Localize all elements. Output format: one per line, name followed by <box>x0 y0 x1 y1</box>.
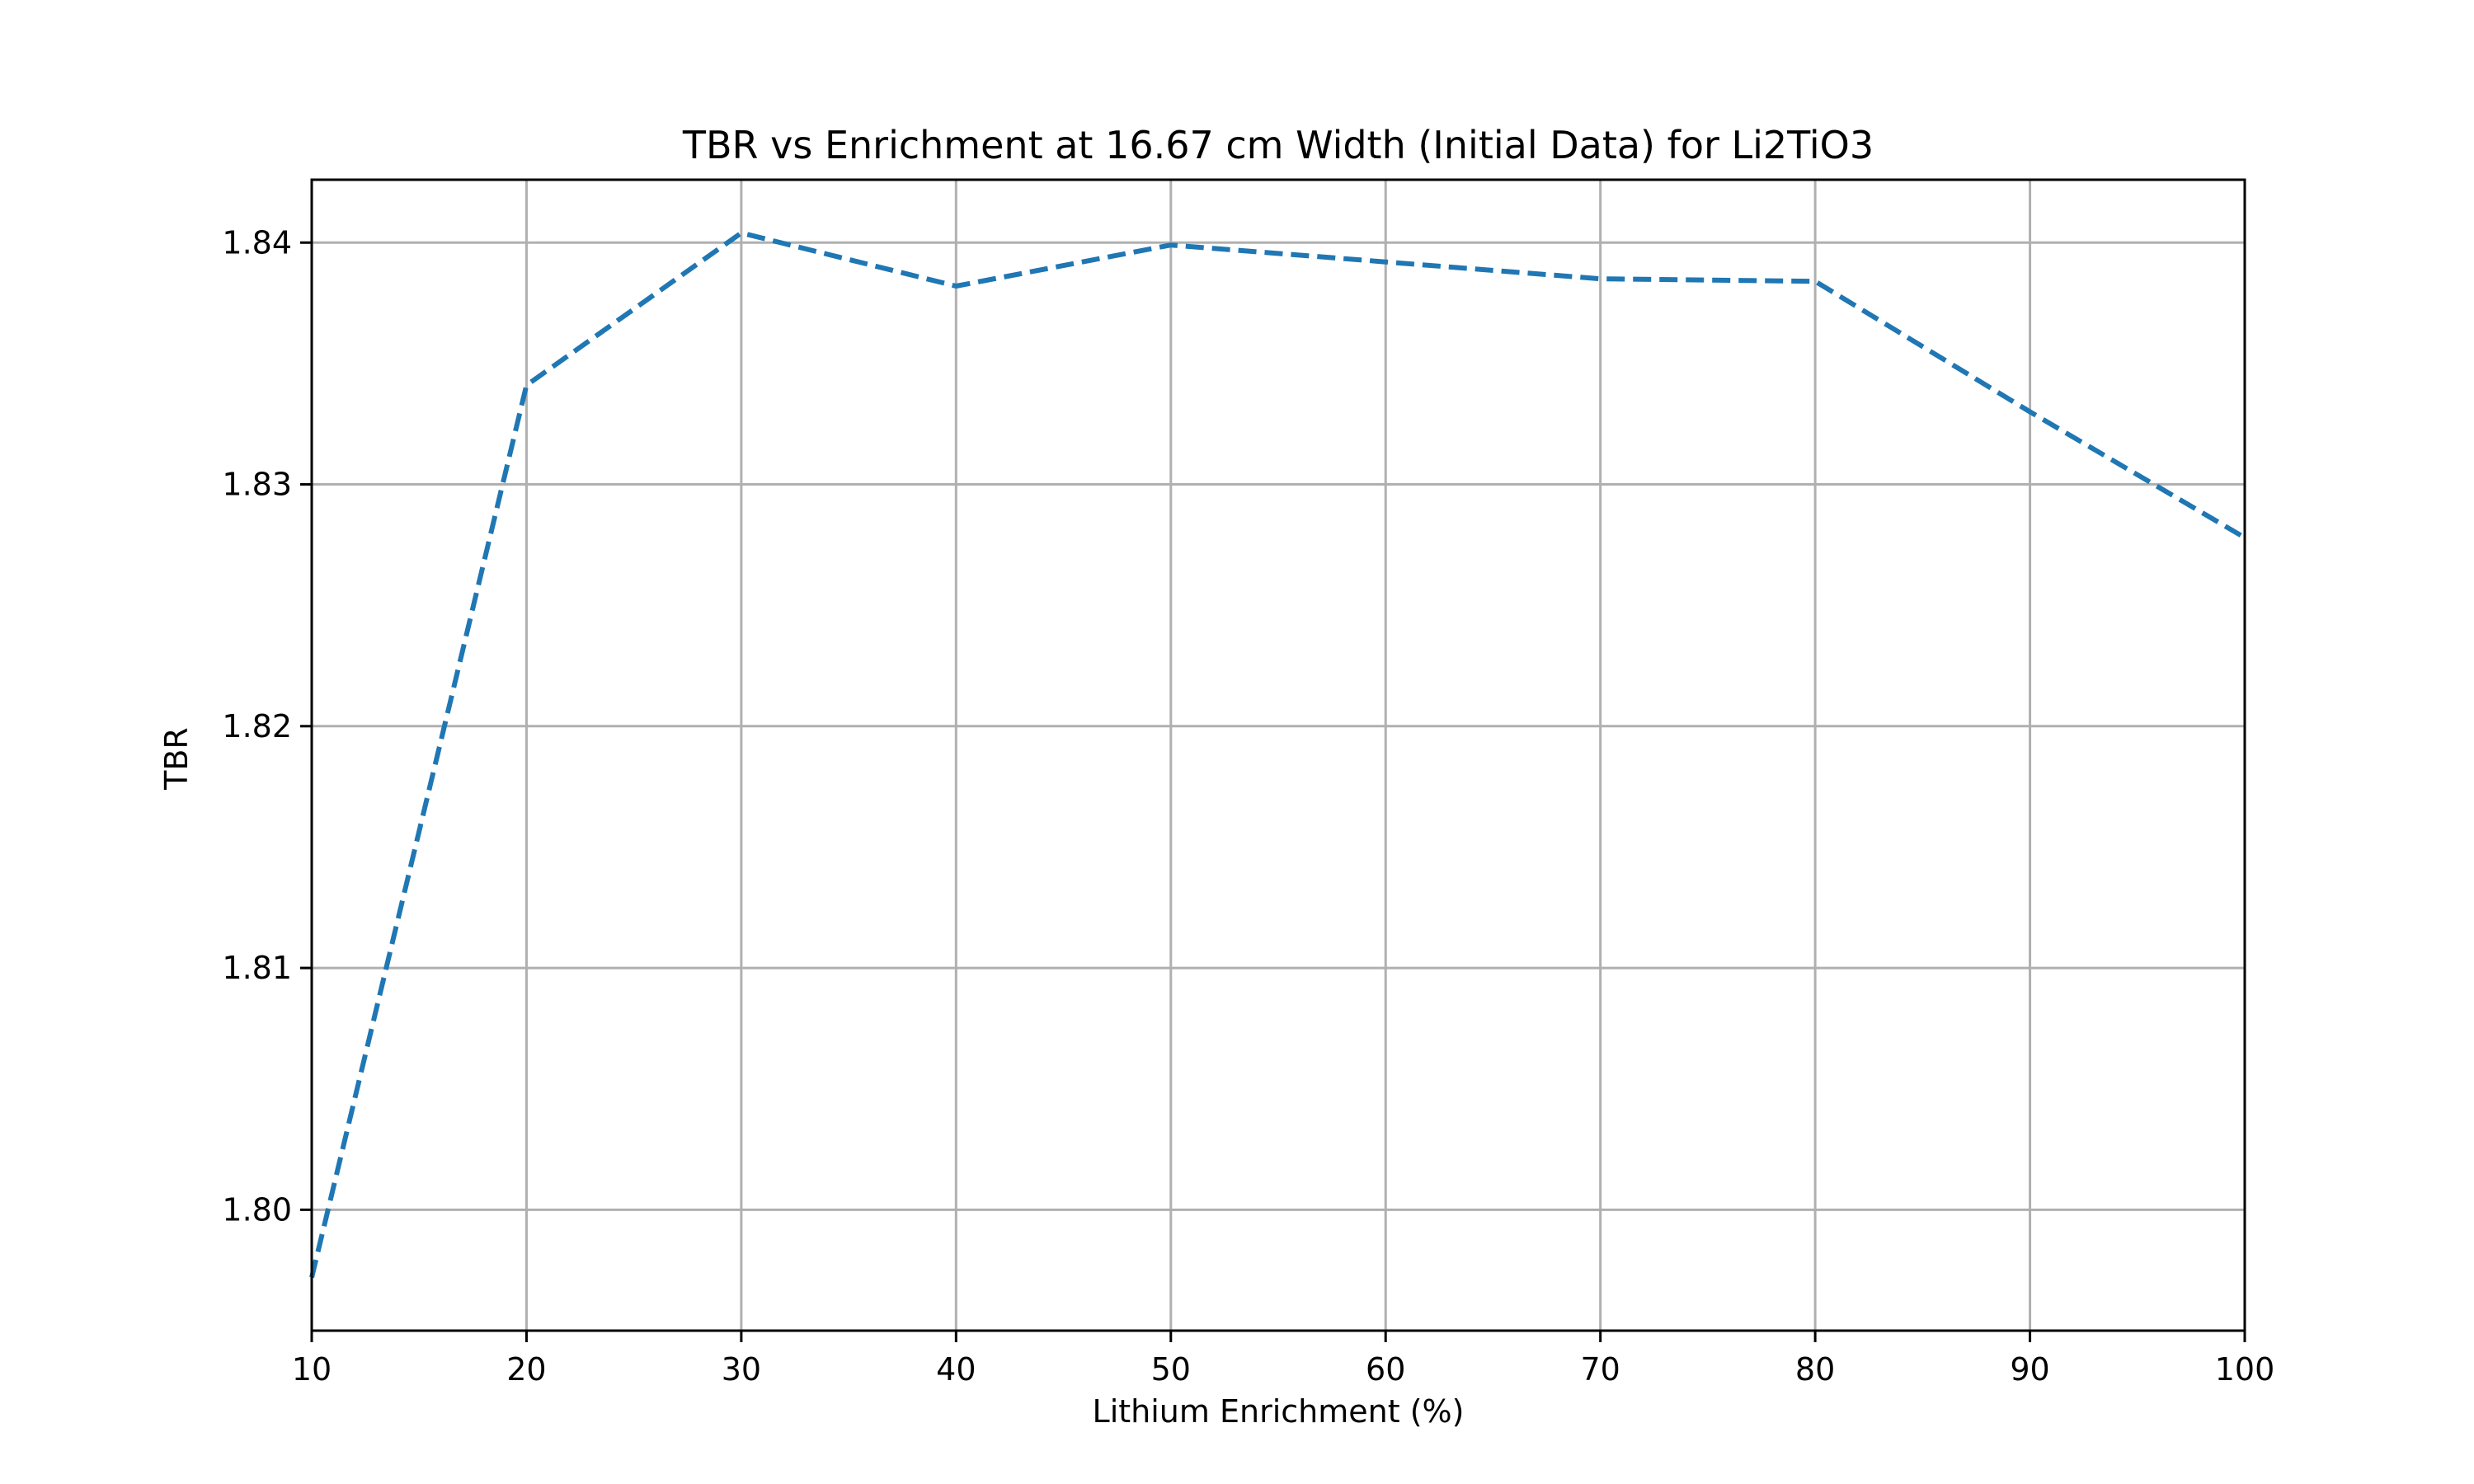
x-axis-label: Lithium Enrichment (%) <box>1093 1393 1465 1430</box>
x-axis-ticks: 10 20 30 40 50 60 70 80 90 100 <box>292 1331 2274 1388</box>
x-tick-label: 60 <box>1366 1351 1405 1388</box>
x-tick-label: 20 <box>506 1351 546 1388</box>
x-tick-label: 30 <box>722 1351 761 1388</box>
series-layer <box>309 230 2246 1279</box>
x-tick-label: 50 <box>1151 1351 1191 1388</box>
x-tick-label: 40 <box>936 1351 976 1388</box>
chart-title: TBR vs Enrichment at 16.67 cm Width (Ini… <box>682 123 1874 167</box>
series-line <box>309 230 2246 1279</box>
y-tick-label: 1.83 <box>222 467 292 503</box>
y-tick-label: 1.81 <box>222 950 292 986</box>
x-tick-label: 90 <box>2010 1351 2049 1388</box>
y-axis-ticks: 1.80 1.81 1.82 1.83 1.84 <box>222 224 312 1228</box>
y-gridlines <box>312 241 2245 1211</box>
y-tick-label: 1.84 <box>222 224 292 261</box>
x-tick-label: 100 <box>2215 1351 2275 1388</box>
x-tick-label: 70 <box>1580 1351 1620 1388</box>
x-tick-label: 10 <box>292 1351 332 1388</box>
y-axis-label: TBR <box>158 727 195 791</box>
plot-frame <box>310 178 2246 1332</box>
y-tick-label: 1.80 <box>222 1191 292 1228</box>
y-tick-label: 1.82 <box>222 708 292 744</box>
x-tick-label: 80 <box>1795 1351 1835 1388</box>
